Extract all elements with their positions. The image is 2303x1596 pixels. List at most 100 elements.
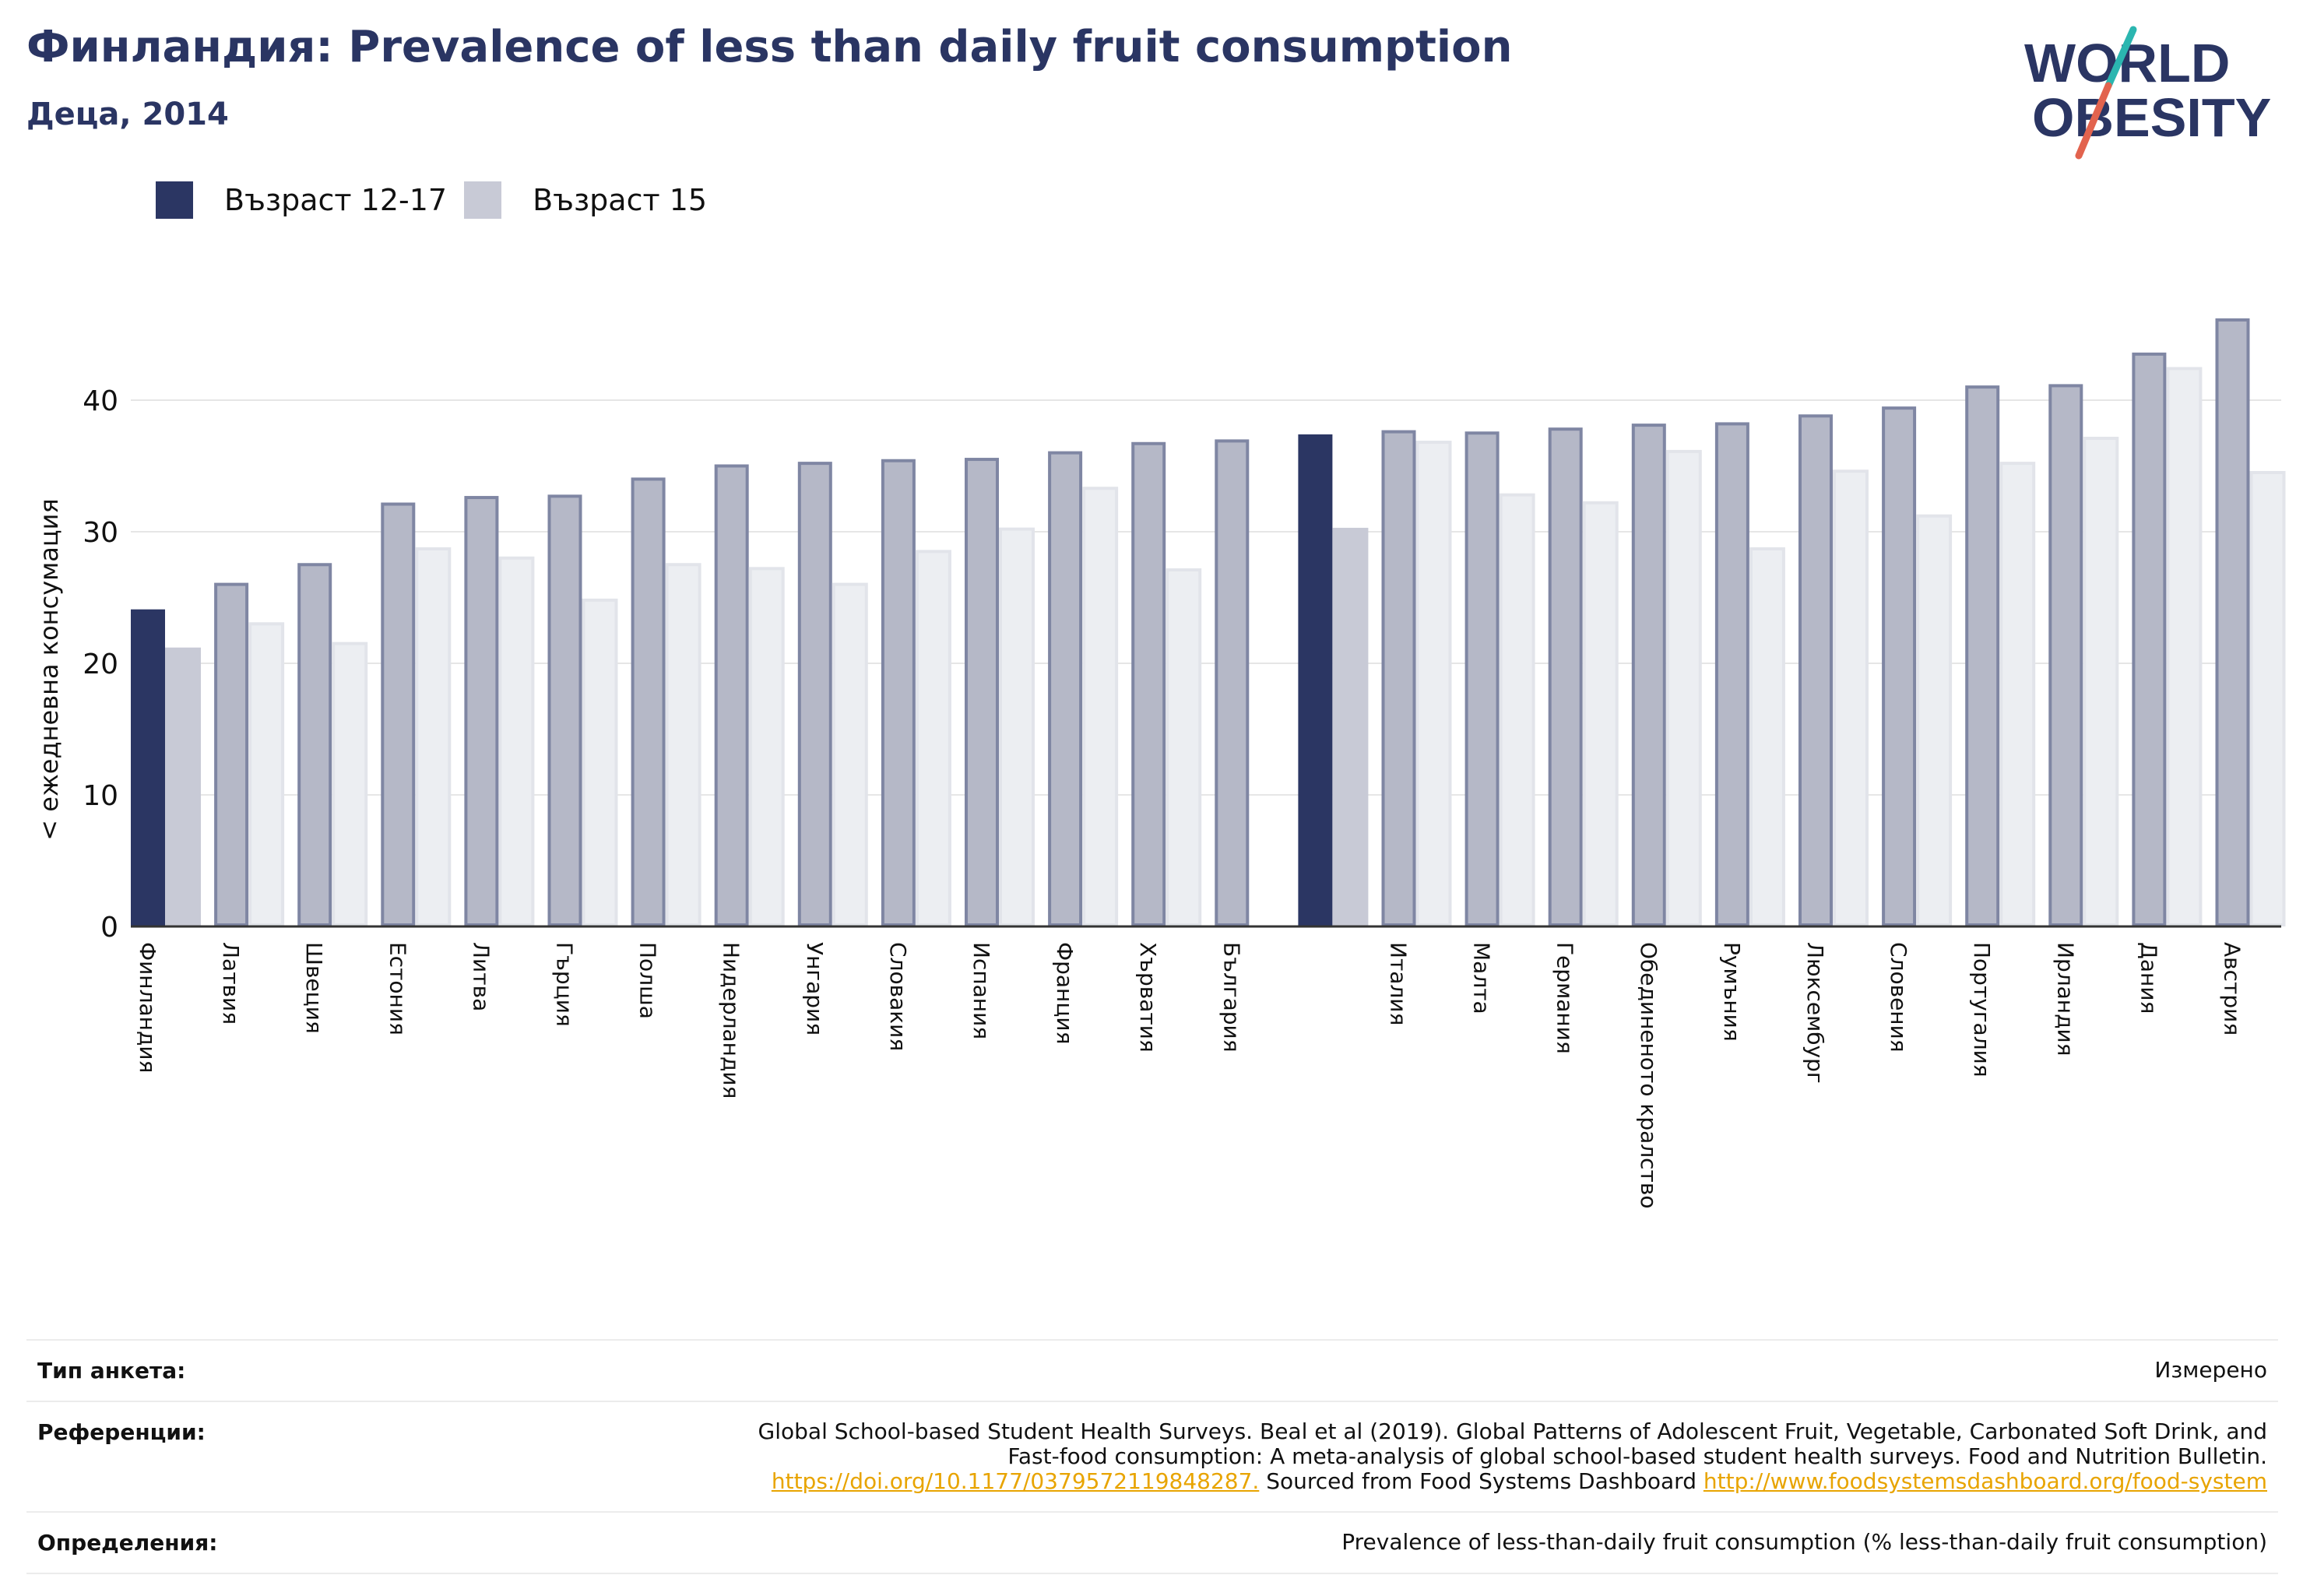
bar-age-15 [2083, 437, 2119, 926]
legend-label: Възраст 12-17 [224, 183, 448, 217]
bar-age-12-17 [2215, 318, 2250, 927]
bar-age-15 [665, 563, 701, 926]
bar-age-12-17 [1131, 441, 1166, 926]
bar-age-15 [915, 550, 951, 926]
bar-age-15 [1665, 449, 1702, 926]
survey-type-label: Тип анкета: [37, 1358, 186, 1383]
bar-age-15 [748, 567, 785, 926]
bar-age-15 [1999, 462, 2036, 926]
x-tick-label: Словения [1886, 942, 1911, 1053]
bar-age-12-17 [714, 464, 749, 926]
bar-age-12-17 [297, 563, 332, 926]
chart-legend: Възраст 12-17 Възраст 15 [156, 181, 724, 220]
x-tick-label: Дания [2136, 942, 2161, 1014]
food-systems-link[interactable]: http://www.foodsystemsdashboard.org/food… [1703, 1468, 2267, 1494]
x-tick-label: Ирландия [2052, 942, 2078, 1056]
x-tick-label: Нидерландия [719, 942, 744, 1099]
bar-age-12-17 [1631, 424, 1666, 926]
x-tick-label: Испания [969, 942, 994, 1039]
x-tick-label: Латвия [218, 942, 244, 1025]
bar-age-12-17 [131, 609, 165, 926]
y-tick-label: 10 [83, 780, 118, 812]
x-tick-label: Швеция [301, 942, 327, 1034]
legend-swatch [156, 181, 193, 219]
bar-age-12-17 [881, 459, 916, 926]
footer-row-definitions: Определения: Prevalence of less-than-dai… [26, 1511, 2278, 1574]
y-tick-label: 30 [83, 517, 118, 549]
x-tick-label: Естония [385, 942, 410, 1035]
x-tick-label: Полша [635, 942, 661, 1019]
logo-line2: OBESITY [2032, 87, 2271, 148]
bar-age-12-17 [1381, 430, 1416, 926]
bar-age-15 [582, 598, 618, 926]
bar-age-15 [832, 582, 868, 926]
x-tick-label: Литва [468, 942, 494, 1011]
bar-age-12-17 [2048, 384, 2083, 927]
references-text-1: Global School-based Student Health Surve… [758, 1418, 2267, 1444]
bar-age-12-17 [547, 494, 582, 926]
x-tick-label: Люксембург [1802, 942, 1828, 1084]
bar-age-12-17 [1464, 431, 1500, 926]
bar-age-12-17 [214, 582, 249, 926]
footer-row-references: Референции: Global School-based Student … [26, 1401, 2278, 1511]
references-value: Global School-based Student Health Surve… [758, 1419, 2267, 1494]
references-text-2: Fast-food consumption: A meta-analysis o… [1007, 1443, 2267, 1469]
bar-age-12-17 [1714, 422, 1749, 926]
x-tick-label: Франция [1052, 942, 1078, 1044]
x-tick-label: България [1218, 942, 1244, 1053]
y-tick-label: 40 [83, 385, 118, 417]
x-tick-label: Финландия [135, 942, 160, 1073]
x-tick-label: Хърватия [1135, 942, 1161, 1053]
y-axis-label: < ежедневна консумация [34, 498, 64, 840]
x-tick-label: Италия [1386, 942, 1412, 1025]
bar-age-15 [1415, 441, 1452, 926]
logo-slash-bottom [2075, 82, 2112, 160]
doi-link[interactable]: https://doi.org/10.1177/0379572119848287… [771, 1468, 1260, 1494]
legend-item-age-15[interactable]: Възраст 15 [464, 181, 707, 219]
legend-label: Възраст 15 [533, 183, 708, 217]
definitions-value: Prevalence of less-than-daily fruit cons… [1341, 1529, 2267, 1555]
bar-age-15 [1582, 501, 1619, 926]
survey-type-value: Измерено [2154, 1357, 2267, 1383]
legend-swatch [464, 181, 502, 219]
bar-age-12-17 [1048, 451, 1083, 926]
x-tick-label: Румъния [1719, 942, 1745, 1042]
bar-age-15 [1916, 514, 1953, 926]
x-tick-label: Австрия [2220, 942, 2245, 1035]
bar-age-15 [2166, 367, 2203, 926]
bar-age-15 [248, 622, 285, 926]
chart-subtitle: Деца, 2014 [26, 97, 229, 132]
bar-age-12-17 [1548, 427, 1583, 926]
x-tick-label: Гърция [552, 942, 578, 1027]
bar-age-12-17 [464, 496, 499, 926]
bar-age-15 [1166, 568, 1202, 926]
bar-chart: 0 10 20 30 40 < ежедневна консумация Финландия… [34, 318, 2286, 1208]
bar-age-15 [1332, 527, 1369, 926]
bar-age-15 [332, 642, 368, 927]
bar-age-12-17 [965, 458, 999, 926]
x-tick-label: Германия [1552, 942, 1578, 1054]
world-obesity-logo: WORLD OBESITY [2024, 26, 2271, 160]
bar-age-15 [415, 547, 452, 926]
bar-age-12-17 [1965, 385, 2000, 927]
chart-title: Финландия: Prevalence of less than daily… [26, 22, 1513, 72]
bar-age-12-17 [2132, 352, 2167, 927]
bar-age-12-17 [1882, 406, 1917, 926]
bar-age-15 [165, 647, 201, 926]
x-tick-label: Унгария [802, 942, 828, 1035]
chart-footer: Тип анкета: Измерено Референции: Global … [26, 1339, 2278, 1574]
x-tick-label: Малта [1469, 942, 1495, 1014]
bar-age-12-17 [631, 477, 666, 926]
x-tick-label: Португалия [1969, 942, 1995, 1077]
bar-age-15 [1499, 493, 1535, 926]
y-tick-label: 20 [83, 649, 118, 680]
bar-age-15 [498, 556, 535, 926]
legend-item-age-12-17[interactable]: Възраст 12-17 [156, 181, 447, 219]
logo-slash-top [2104, 26, 2137, 90]
bar-age-12-17 [1798, 414, 1833, 926]
references-text-3: Sourced from Food Systems Dashboard [1259, 1468, 1704, 1494]
references-label: Референции: [37, 1419, 206, 1445]
y-tick-label: 0 [100, 912, 118, 944]
bar-age-15 [1749, 547, 1785, 926]
x-tick-label: Словакия [885, 942, 911, 1051]
